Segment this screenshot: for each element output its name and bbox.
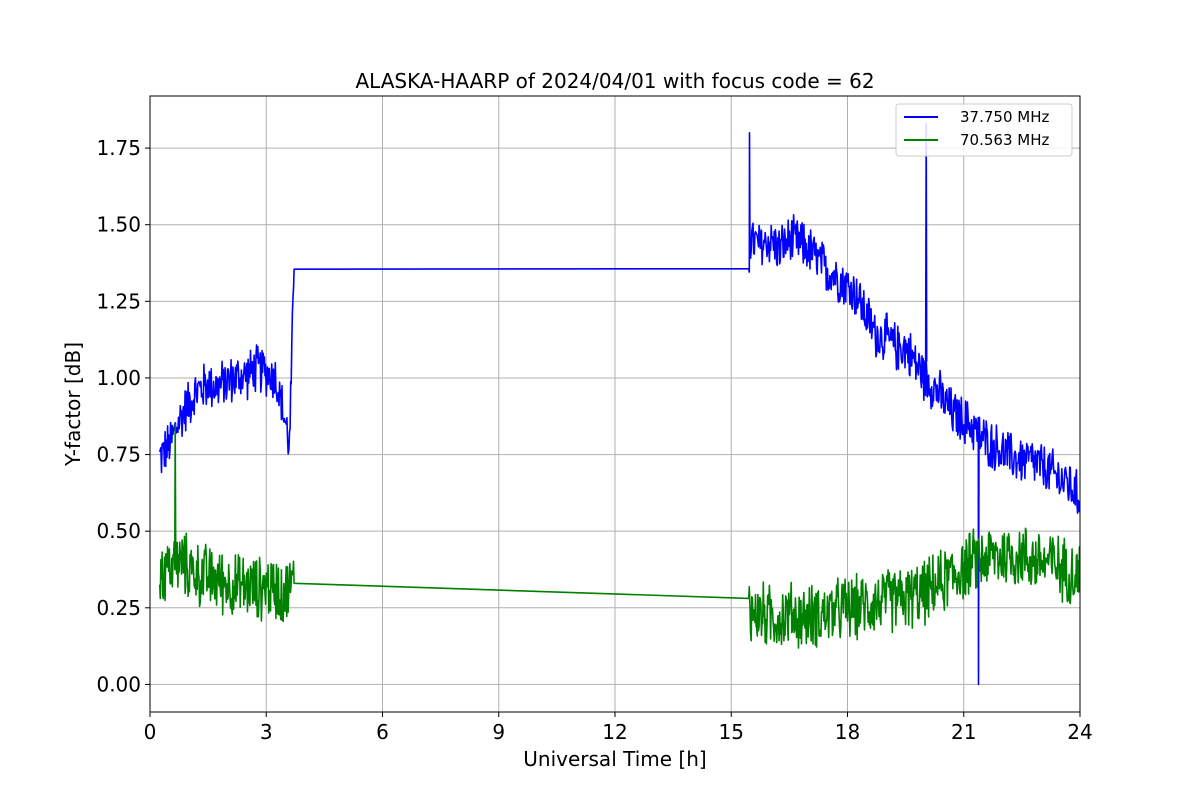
legend-box [895,103,1073,157]
x-tick-label: 3 [260,720,273,744]
x-tick-label: 21 [951,720,976,744]
y-tick-label: 1.25 [96,289,141,313]
y-tick-label: 0.00 [96,672,141,696]
y-tick-label: 0.50 [96,519,141,543]
legend-label-37750: 37.750 MHz [960,108,1049,126]
y-tick-label: 1.50 [96,213,141,237]
y-tick-label: 1.75 [96,136,141,160]
x-tick-label: 18 [835,720,860,744]
legend: 37.750 MHz 70.563 MHz [895,103,1073,157]
x-tick-label: 0 [144,720,157,744]
x-tick-label: 9 [492,720,505,744]
series-line-1 [158,423,1080,649]
x-tick-label: 15 [719,720,744,744]
x-tick-label: 12 [602,720,627,744]
x-tick-label: 6 [376,720,389,744]
y-tick-label: 0.75 [96,443,141,467]
x-tick-label: 24 [1067,720,1092,744]
chart-title: ALASKA-HAARP of 2024/04/01 with focus co… [355,69,874,93]
y-axis-label: Y-factor [dB] [61,342,85,467]
series-layer [158,122,1080,686]
legend-label-70563: 70.563 MHz [960,131,1049,149]
y-tick-label: 1.00 [96,366,141,390]
y-tick-label: 0.25 [96,596,141,620]
tick-layer: 0 3 6 9 12 15 18 21 24 0.00 0.25 0.50 0.75 1.00 1.25 1.… [96,136,1092,744]
x-axis-label: Universal Time [h] [523,747,706,771]
series-line-0 [158,122,1080,686]
